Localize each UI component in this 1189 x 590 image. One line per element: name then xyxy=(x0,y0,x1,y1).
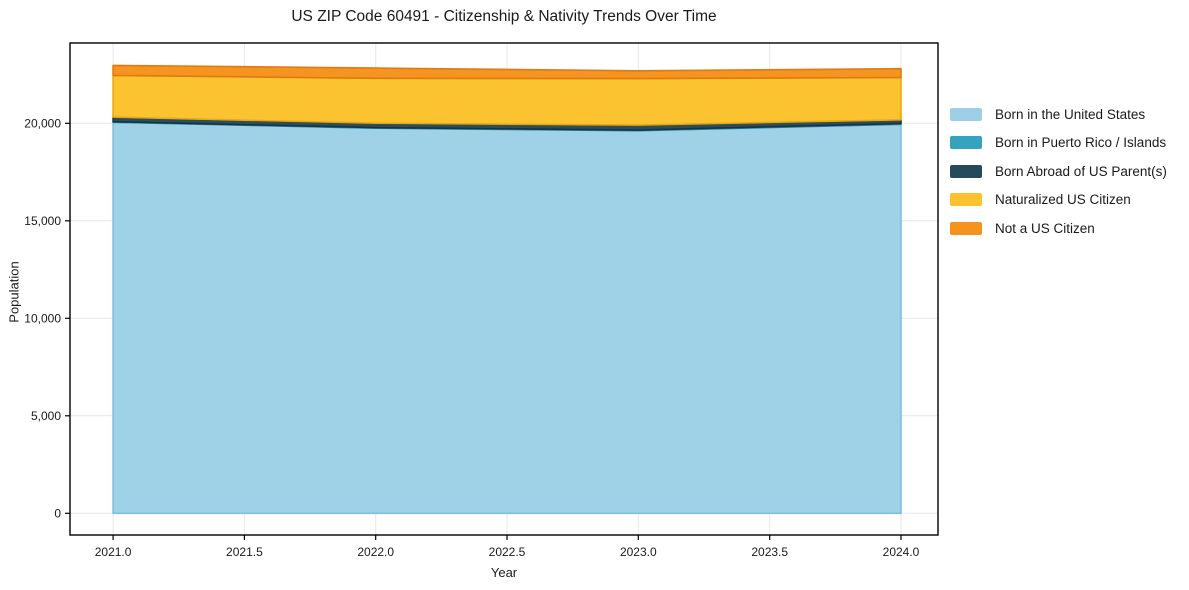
legend-swatch-not-citizen xyxy=(950,221,982,235)
legend-label-naturalized: Naturalized US Citizen xyxy=(995,192,1131,208)
x-tick-label-2022: 2022.0 xyxy=(357,545,394,559)
x-tick-label-2021.5: 2021.5 xyxy=(226,545,263,559)
x-axis-label: Year xyxy=(490,565,518,580)
legend-swatch-born-abroad xyxy=(950,164,982,178)
x-tick-label-2023.5: 2023.5 xyxy=(751,545,788,559)
legend: Born in the United States Born in Puerto… xyxy=(950,103,1167,239)
legend-item-born-abroad: Born Abroad of US Parent(s) xyxy=(950,160,1167,182)
legend-label-not-citizen: Not a US Citizen xyxy=(995,220,1095,236)
x-tick-label-2022.5: 2022.5 xyxy=(489,545,526,559)
x-tick-label-2023: 2023.0 xyxy=(620,545,657,559)
y-tick-label-0: 0 xyxy=(54,507,61,521)
plot-frame xyxy=(69,42,939,536)
chart-title: US ZIP Code 60491 - Citizenship & Nativi… xyxy=(291,8,717,25)
y-tick-label-5000: 5,000 xyxy=(31,409,61,423)
legend-item-born-in-us: Born in the United States xyxy=(950,103,1167,125)
legend-swatch-born-in-puerto-rico xyxy=(950,136,982,150)
area-born-in-the-united-states xyxy=(112,121,902,515)
y-tick-label-20000: 20,000 xyxy=(24,117,61,131)
legend-label-born-in-us: Born in the United States xyxy=(995,106,1146,122)
legend-swatch-naturalized xyxy=(950,193,982,207)
legend-item-naturalized: Naturalized US Citizen xyxy=(950,189,1167,211)
x-tick-label-2024: 2024.0 xyxy=(883,545,920,559)
legend-label-born-abroad: Born Abroad of US Parent(s) xyxy=(995,163,1167,179)
x-tick-label-2021: 2021.0 xyxy=(95,545,132,559)
y-tick-label-15000: 15,000 xyxy=(24,214,61,228)
legend-item-born-in-puerto-rico: Born in Puerto Rico / Islands xyxy=(950,132,1167,154)
legend-label-born-in-puerto-rico: Born in Puerto Rico / Islands xyxy=(995,135,1167,151)
y-tick-label-10000: 10,000 xyxy=(24,312,61,326)
area-not-a-us-citizen xyxy=(112,64,902,80)
legend-swatch-born-in-us xyxy=(950,107,982,121)
area-naturalized-us-citizen xyxy=(112,74,902,126)
y-axis-label: Population xyxy=(6,261,22,323)
legend-item-not-citizen: Not a US Citizen xyxy=(950,217,1167,239)
